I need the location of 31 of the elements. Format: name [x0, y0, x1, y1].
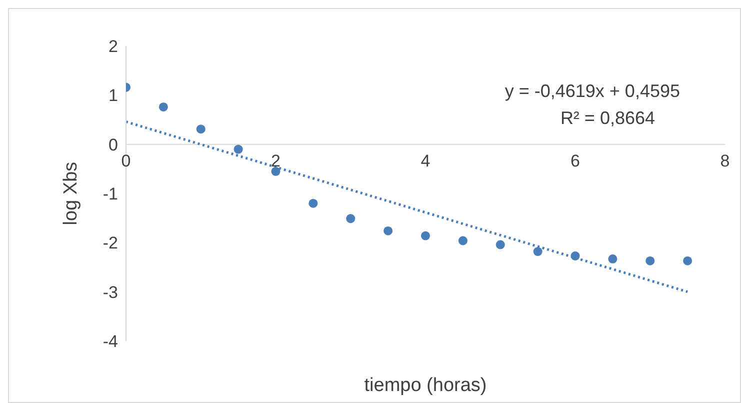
x-tick-label: 4	[420, 151, 430, 170]
x-axis-title: tiempo (horas)	[364, 375, 487, 396]
point	[196, 124, 206, 134]
point	[158, 102, 168, 112]
point	[458, 236, 468, 246]
y-tick-label: 0	[108, 135, 118, 154]
point	[533, 247, 542, 256]
point	[608, 254, 618, 264]
point	[384, 226, 393, 236]
point	[308, 198, 318, 208]
point	[346, 214, 356, 224]
x-tick-label: 2	[271, 151, 280, 170]
y-tick-label: -4	[102, 332, 118, 352]
annotation: R² = 0,8664	[560, 108, 655, 129]
y-tick-label: -3	[102, 282, 118, 302]
point	[420, 231, 430, 240]
point	[570, 251, 580, 260]
point	[683, 256, 692, 266]
x-tick-label: 8	[720, 151, 730, 170]
y-tick-label: 2	[108, 37, 118, 56]
x-tick-label: 6	[570, 151, 580, 170]
y-tick-label: 1	[108, 86, 118, 106]
y-axis-title: log Xbs	[60, 162, 82, 226]
point	[496, 240, 505, 250]
point	[646, 256, 655, 266]
point	[271, 166, 280, 176]
y-tick-label: -1	[102, 184, 118, 204]
y-tick-label: -2	[102, 234, 118, 253]
x-tick-label: 0	[121, 151, 131, 170]
annotation: y = -0,4619x + 0,4595	[504, 81, 680, 102]
point	[234, 144, 243, 154]
